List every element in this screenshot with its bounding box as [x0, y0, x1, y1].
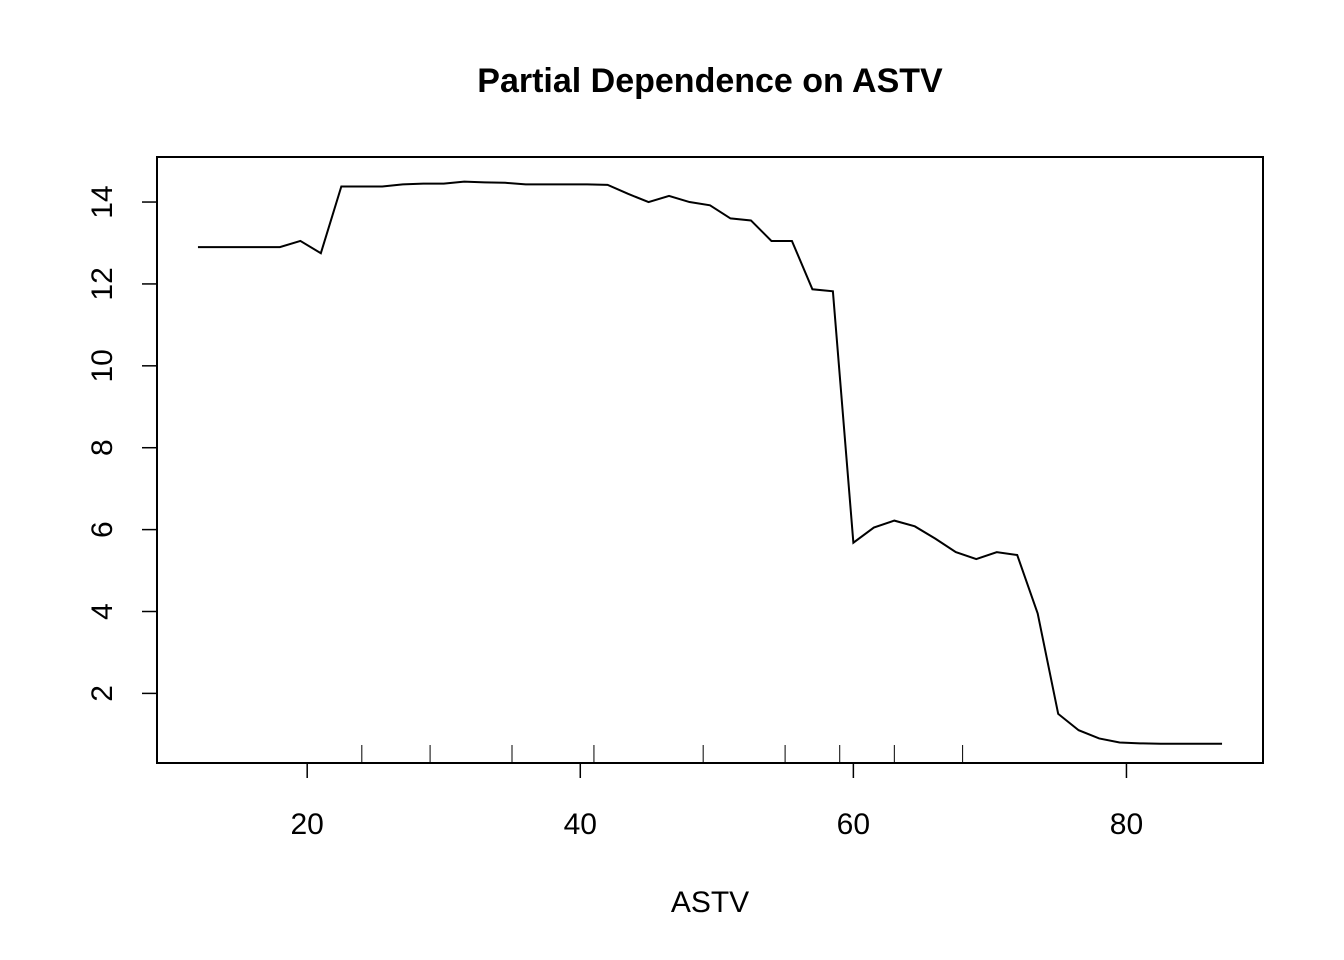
series-line: [197, 180, 1223, 745]
x-axis-label: ASTV: [671, 886, 749, 919]
y-tick-label: 8: [86, 439, 119, 456]
y-tick-label: 6: [86, 521, 119, 538]
x-tick-label: 80: [1110, 808, 1143, 841]
rug-marks: [361, 745, 964, 763]
y-tick-label: 12: [86, 267, 119, 300]
y-tick-label: 10: [86, 349, 119, 382]
x-tick-label: 60: [837, 808, 870, 841]
x-axis: 20 40 60 80: [291, 763, 1143, 841]
y-tick-label: 2: [86, 685, 119, 702]
chart-title: Partial Dependence on ASTV: [477, 62, 943, 100]
y-tick-label: 14: [86, 185, 119, 218]
x-tick-label: 40: [564, 808, 597, 841]
series-group: [197, 180, 1223, 745]
y-tick-label: 4: [86, 603, 119, 620]
plot-frame: [156, 156, 1264, 764]
x-tick-label: 20: [291, 808, 324, 841]
y-axis: 2 4 6 8 10 12 14: [86, 185, 157, 702]
